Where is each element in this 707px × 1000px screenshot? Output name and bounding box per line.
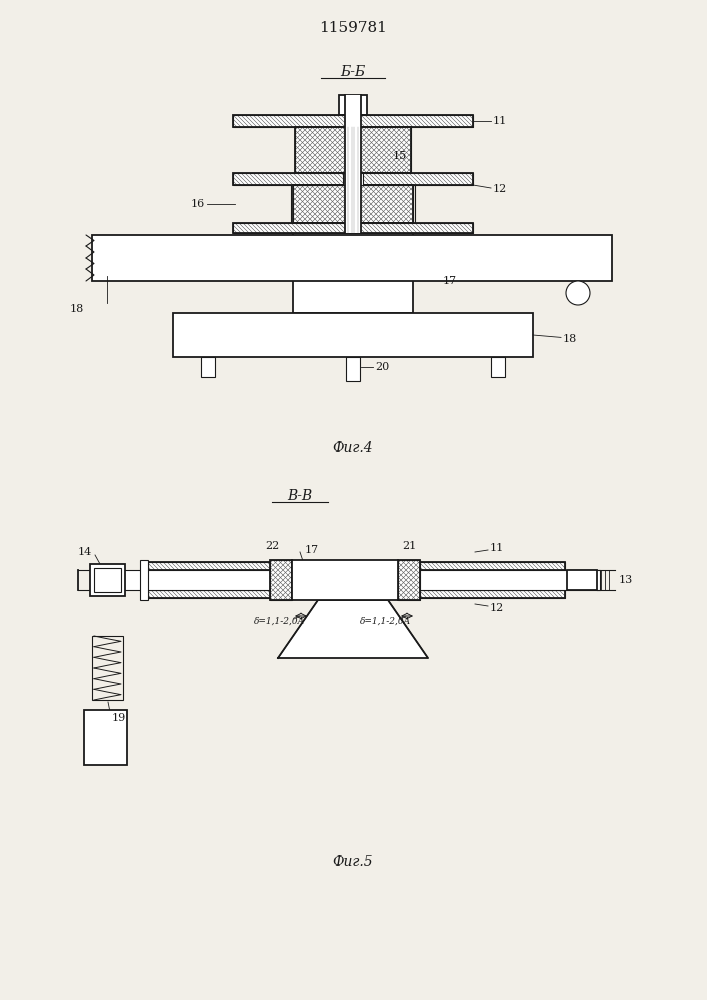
Text: 12: 12 <box>490 603 504 613</box>
Bar <box>233 115 473 127</box>
Text: 13: 13 <box>619 575 633 585</box>
Bar <box>292 560 398 600</box>
Bar <box>92 235 612 281</box>
Circle shape <box>566 281 590 305</box>
Bar <box>293 185 347 223</box>
Bar <box>398 560 420 600</box>
Bar <box>148 590 565 598</box>
Bar <box>339 95 367 115</box>
Bar <box>359 127 411 173</box>
Text: Фиг.5: Фиг.5 <box>333 855 373 869</box>
Text: В-В: В-В <box>287 489 312 503</box>
Text: δ=1,1-2,0A: δ=1,1-2,0A <box>360 616 411 626</box>
Text: 17: 17 <box>443 276 457 286</box>
Bar <box>233 173 473 185</box>
Bar <box>84 710 127 765</box>
Bar <box>293 185 347 223</box>
Bar <box>148 562 565 570</box>
Bar <box>398 560 420 600</box>
Text: 20: 20 <box>375 362 390 372</box>
Text: 16: 16 <box>191 199 205 209</box>
Bar <box>293 233 413 313</box>
Bar <box>567 570 597 590</box>
Text: 21: 21 <box>402 541 416 551</box>
Bar <box>295 127 347 173</box>
Bar <box>233 223 473 233</box>
Bar <box>359 185 413 223</box>
Bar <box>90 564 125 596</box>
Text: 19: 19 <box>112 713 127 723</box>
Text: 18: 18 <box>70 304 84 314</box>
Bar <box>359 185 413 223</box>
Bar <box>359 127 411 173</box>
Bar <box>346 357 360 381</box>
Bar <box>140 560 148 600</box>
Bar <box>92 636 123 700</box>
Text: 22: 22 <box>265 541 279 551</box>
Bar <box>291 185 347 223</box>
Text: 11: 11 <box>493 116 507 126</box>
Text: 15: 15 <box>393 151 407 161</box>
Bar <box>148 562 565 570</box>
Bar <box>233 223 473 233</box>
Text: 18: 18 <box>563 334 577 344</box>
Text: 14: 14 <box>78 547 92 557</box>
Text: δ=1,1-2,0A: δ=1,1-2,0A <box>254 616 305 626</box>
Polygon shape <box>278 600 428 658</box>
Bar <box>270 560 292 600</box>
Bar <box>295 127 347 173</box>
Bar <box>233 173 473 185</box>
Bar <box>345 95 361 233</box>
Text: Б-Б: Б-Б <box>340 65 366 79</box>
Text: Фиг.4: Фиг.4 <box>333 441 373 455</box>
Bar <box>148 590 565 598</box>
Bar <box>270 560 292 600</box>
Bar <box>343 173 363 185</box>
Bar <box>94 568 121 592</box>
Text: 12: 12 <box>493 184 507 194</box>
Text: 17: 17 <box>305 545 319 555</box>
Bar <box>113 570 600 590</box>
Text: 1159781: 1159781 <box>319 21 387 35</box>
Bar <box>233 115 473 127</box>
Bar <box>201 357 215 377</box>
Bar <box>359 185 415 223</box>
Bar <box>491 357 505 377</box>
Text: 11: 11 <box>490 543 504 553</box>
Bar <box>173 313 533 357</box>
